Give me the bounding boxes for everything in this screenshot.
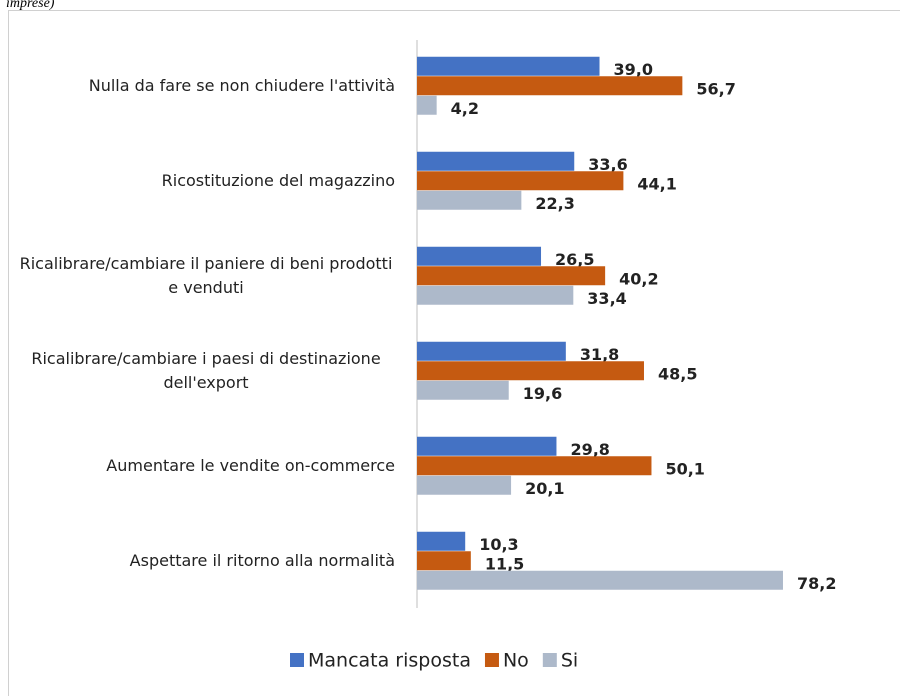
value-label: 29,8 (570, 440, 609, 459)
bar (417, 361, 644, 381)
value-label: 22,3 (535, 194, 574, 213)
category-text: Ricalibrare/cambiare il paniere di beni … (19, 254, 393, 297)
bar (417, 551, 471, 571)
bar (417, 570, 783, 590)
value-label: 56,7 (696, 80, 735, 99)
category-label: Aumentare le vendite on-commerce (0, 436, 395, 496)
legend-label: Si (561, 650, 578, 672)
value-label: 4,2 (451, 99, 479, 118)
value-label: 78,2 (797, 574, 836, 593)
category-label: Nulla da fare se non chiudere l'attività (0, 56, 395, 116)
value-label: 40,2 (619, 270, 658, 289)
bar (417, 456, 652, 476)
value-label: 19,6 (523, 384, 562, 403)
bar (417, 341, 566, 361)
bar (417, 285, 574, 305)
bar (417, 436, 557, 456)
value-label: 44,1 (637, 175, 676, 194)
value-label: 11,5 (485, 555, 524, 574)
value-label: 48,5 (658, 365, 697, 384)
category-label: Ricalibrare/cambiare il paniere di beni … (0, 246, 395, 306)
category-label: Aspettare il ritorno alla normalità (0, 531, 395, 591)
bar (417, 475, 512, 495)
value-label: 10,3 (479, 535, 518, 554)
frame (8, 10, 900, 696)
bar (417, 56, 600, 76)
bar (417, 266, 606, 286)
bar (417, 76, 683, 96)
category-label: Ricostituzione del magazzino (0, 151, 395, 211)
value-label: 31,8 (580, 345, 619, 364)
value-label: 33,6 (588, 155, 627, 174)
category-text: Aspettare il ritorno alla normalità (129, 551, 395, 570)
category-label: Ricalibrare/cambiare i paesi di destinaz… (0, 341, 395, 401)
bar (417, 95, 437, 115)
bar (417, 151, 575, 171)
category-text: Ricalibrare/cambiare i paesi di destinaz… (31, 349, 381, 392)
category-text: Ricostituzione del magazzino (161, 171, 395, 190)
caption: imprese) (6, 0, 55, 11)
legend-swatch (290, 653, 304, 667)
value-label: 39,0 (614, 60, 653, 79)
bar (417, 190, 522, 210)
value-label: 26,5 (555, 250, 594, 269)
legend-label: Mancata risposta (308, 650, 471, 672)
legend-label: No (503, 650, 529, 672)
value-label: 20,1 (525, 479, 564, 498)
category-text: Aumentare le vendite on-commerce (106, 456, 395, 475)
category-text: Nulla da fare se non chiudere l'attività (88, 76, 395, 95)
legend-swatch (542, 653, 557, 667)
value-label: 50,1 (665, 460, 704, 479)
bar (417, 531, 466, 551)
bar (417, 171, 624, 191)
bar (417, 380, 509, 400)
legend-swatch (484, 653, 499, 667)
bar (417, 246, 542, 266)
value-label: 33,4 (587, 289, 626, 308)
